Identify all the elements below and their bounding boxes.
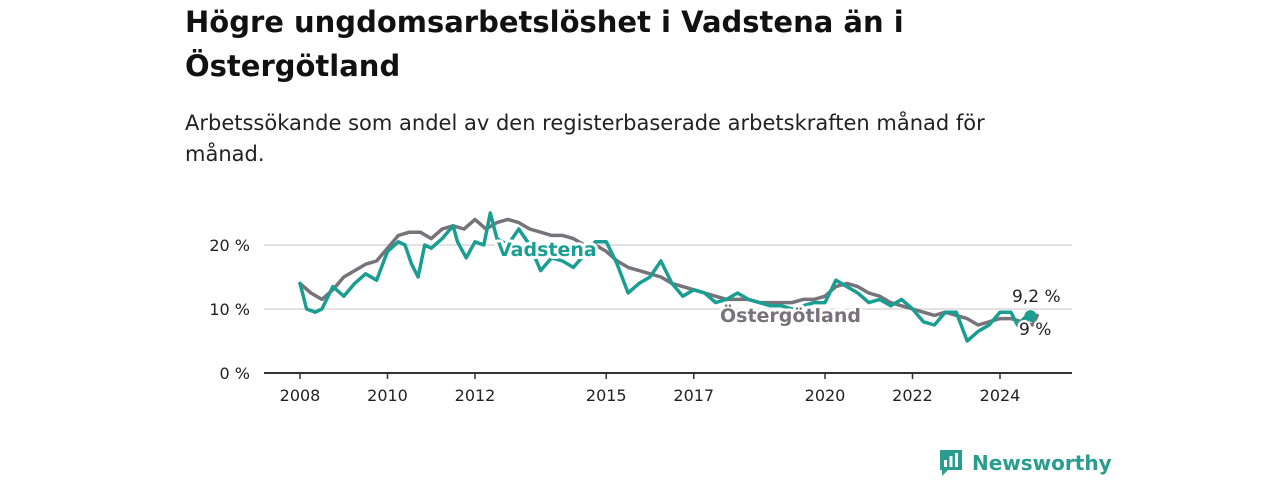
bar-chart-icon xyxy=(940,450,962,476)
x-tick-label: 2020 xyxy=(805,386,846,405)
y-tick-label: 20 % xyxy=(209,236,250,255)
axis-layer: 0 % 10 % 20 % 2008 2010 2012 2015 2017 2020 2022 2… xyxy=(209,236,1072,405)
y-tick-label: 0 % xyxy=(220,364,250,383)
ostergotland-end-label: 9 % xyxy=(1019,320,1051,340)
chart-title: Högre ungdomsarbetslöshet i Vadstena än … xyxy=(185,5,904,83)
grid-layer xyxy=(264,244,1072,310)
x-tick-label: 2015 xyxy=(586,386,627,405)
vadstena-line xyxy=(298,211,1031,343)
x-tick-label: 2008 xyxy=(280,386,321,405)
x-tick-label: 2024 xyxy=(980,386,1021,405)
vadstena-end-label: 9,2 % xyxy=(1012,287,1061,307)
line-chart: 0 % 10 % 20 % 2008 2010 2012 2015 2017 2020 2022 2… xyxy=(209,211,1072,405)
label-layer: Vadstena Östergötland 9,2 % 9 % xyxy=(494,236,1063,343)
vadstena-end-marker xyxy=(1024,310,1037,323)
newsworthy-brand: Newsworthy xyxy=(938,448,1112,478)
brand-name: Newsworthy xyxy=(972,451,1112,475)
series-layer xyxy=(298,211,1039,343)
x-tick-label: 2012 xyxy=(455,386,496,405)
y-tick-label: 10 % xyxy=(209,300,250,319)
x-tick-label: 2017 xyxy=(673,386,714,405)
chart-subtitle: Arbetssökande som andel av den registerb… xyxy=(185,111,985,166)
vadstena-series-label: Vadstena xyxy=(497,239,597,261)
x-tick-label: 2022 xyxy=(892,386,933,405)
ostergotland-series-label: Östergötland xyxy=(720,303,861,327)
x-tick-label: 2010 xyxy=(367,386,408,405)
